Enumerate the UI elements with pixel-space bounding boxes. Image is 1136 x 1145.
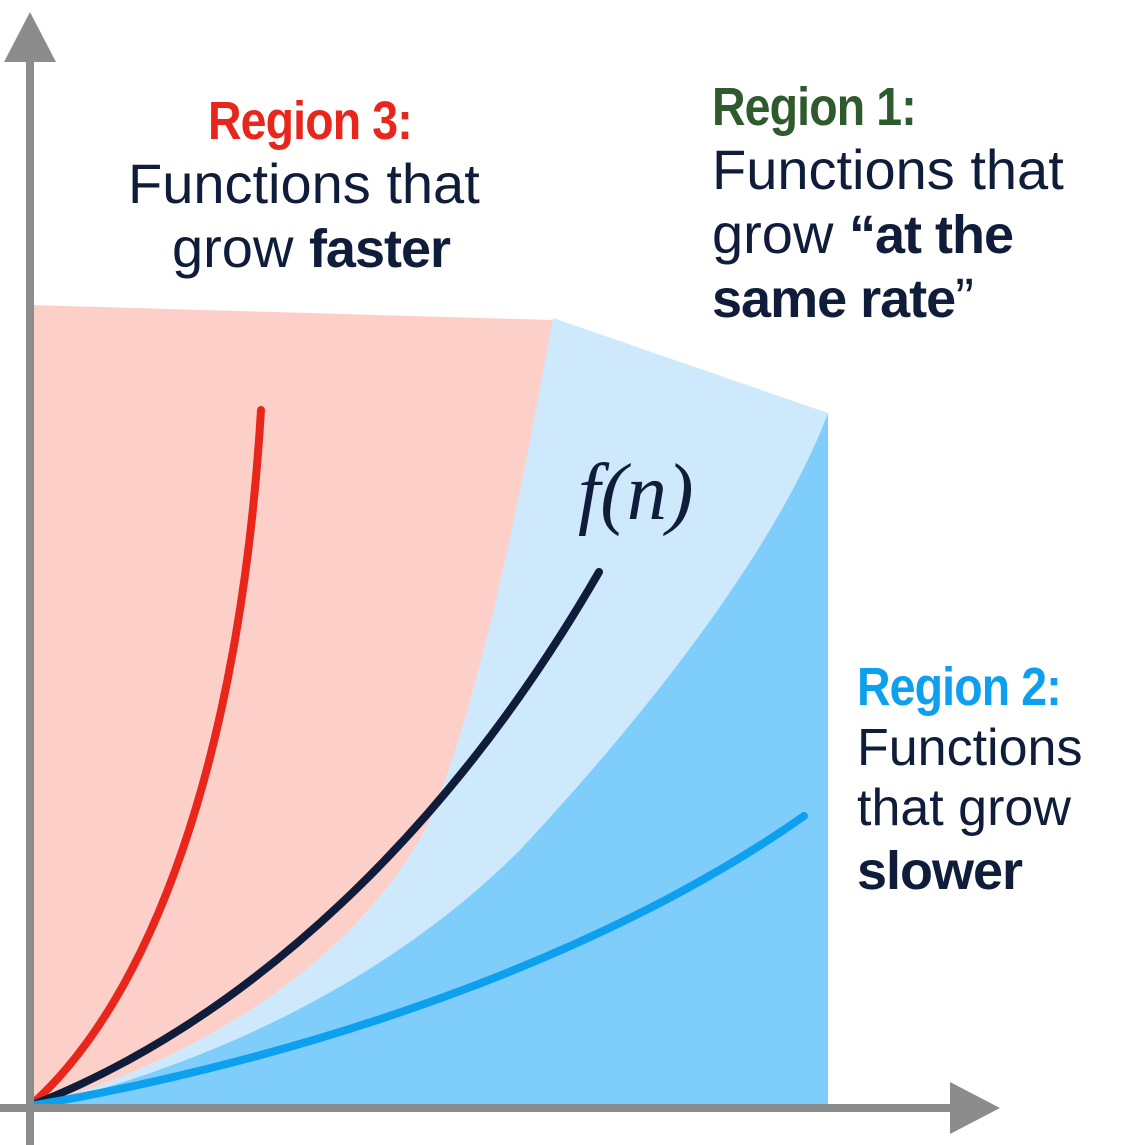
faster-function-curve (26, 406, 265, 1110)
f-of-n-label: f(n) (578, 449, 694, 537)
region-3-line-2-prefix: grow (172, 216, 294, 279)
region-3-title: Region 3: (208, 91, 413, 151)
f-of-n-curve (26, 568, 603, 1110)
region-1-line-1: Functions that (712, 138, 1064, 201)
region-1-line-3-suffix: ” (955, 266, 974, 329)
region-2-line-3: slower (857, 842, 1136, 898)
region-1-line-2-prefix: grow (712, 202, 834, 265)
region-3-line-1: Functions that (128, 152, 480, 215)
region-2-title: Region 2: (857, 657, 1062, 717)
region-1-line-2: grow “at the (712, 205, 1132, 265)
region-1-title: Region 1: (712, 77, 917, 137)
region-2-label: Region 2: Functions that grow slower (857, 660, 1136, 898)
region-1-line-2-bold: “at the (848, 205, 1014, 265)
region-1-area (30, 318, 828, 1108)
region-1-line-3: same rate” (712, 269, 1132, 329)
region-2-line-3-bold: slower (857, 841, 1023, 901)
y-axis-arrowhead (4, 12, 56, 62)
region-2-line-1: Functions (857, 719, 1083, 777)
region-2-line-2: that grow (857, 779, 1071, 837)
region-2-area (30, 413, 828, 1108)
slower-function-curve (26, 812, 808, 1110)
region-3-line-2: grow faster (172, 219, 548, 279)
x-axis-arrowhead (950, 1082, 1000, 1134)
region-3-line-2-bold: faster (308, 219, 451, 279)
region-1-line-3-bold: same rate (712, 269, 956, 329)
region-1-label: Region 1: Functions that grow “at the sa… (712, 80, 1132, 326)
region-3-label: Region 3: Functions that grow faster (128, 94, 548, 276)
